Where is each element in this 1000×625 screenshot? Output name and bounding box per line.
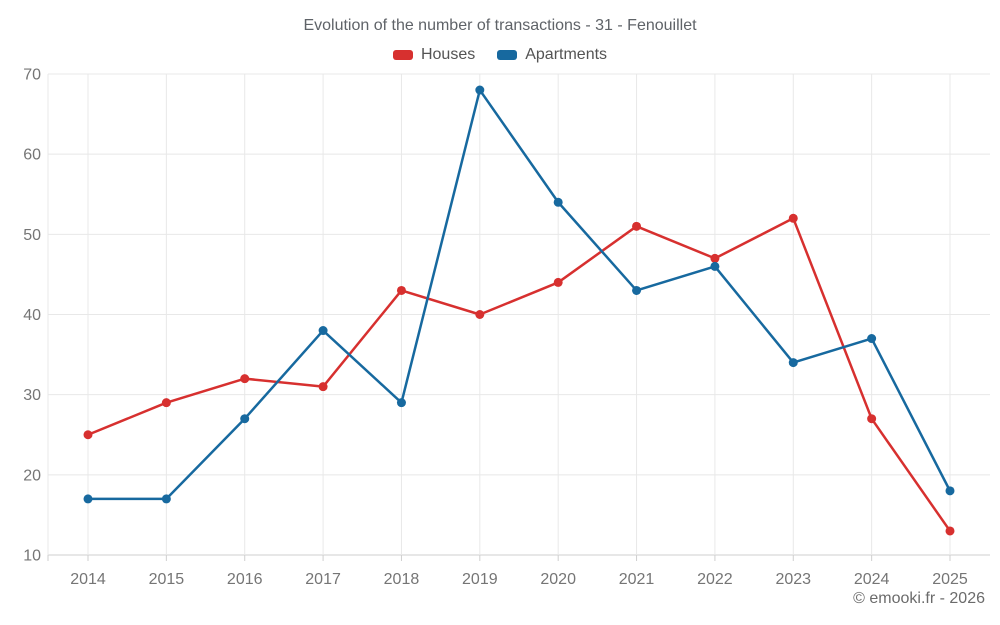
apartments-point-2024[interactable] [867, 334, 877, 344]
x-tick-label: 2023 [775, 571, 811, 588]
houses-legend-label: Houses [420, 46, 476, 63]
houses-legend-swatch-icon [392, 50, 413, 60]
houses-line [86, 217, 952, 533]
x-tick-label: 2022 [697, 571, 733, 588]
apartments-point-2014[interactable] [83, 494, 93, 504]
houses-point-2019[interactable] [475, 310, 485, 319]
apartments-line [86, 88, 952, 501]
y-tick-label: 60 [23, 147, 41, 164]
apartments-point-2020[interactable] [553, 197, 563, 207]
apartments-point-2019[interactable] [475, 85, 485, 95]
apartments-point-2015[interactable] [161, 494, 171, 504]
x-tick-label: 2014 [70, 571, 106, 588]
chart-title: Evolution of the number of transactions … [303, 17, 697, 34]
x-tick-label: 2019 [462, 571, 498, 588]
houses-point-2023[interactable] [788, 213, 798, 223]
y-tick-label: 30 [23, 387, 41, 404]
apartments-point-2016[interactable] [240, 414, 250, 424]
houses-point-2015[interactable] [161, 398, 171, 408]
x-tick-label: 2018 [384, 571, 420, 588]
y-tick-label: 40 [23, 307, 41, 324]
y-tick-label: 70 [23, 67, 41, 84]
houses-point-2022[interactable] [710, 253, 720, 263]
houses-point-2020[interactable] [553, 277, 563, 287]
legend-item-apartments[interactable]: Apartments [497, 46, 607, 64]
x-tick-label: 2015 [149, 571, 185, 588]
apartments-point-2021[interactable] [632, 285, 642, 295]
houses-point-2018[interactable] [396, 285, 406, 295]
apartments-legend-label: Apartments [525, 46, 608, 63]
y-tick-label: 50 [23, 227, 41, 244]
x-tick-label: 2016 [227, 571, 263, 588]
apartments-point-2025[interactable] [945, 486, 955, 496]
copyright-credit: © emooki.fr - 2026 [853, 590, 985, 607]
legend-item-houses[interactable]: Houses [392, 46, 476, 64]
x-tick-label: 2021 [619, 571, 655, 588]
y-tick-label: 10 [23, 548, 41, 565]
x-tick-label: 2024 [854, 571, 890, 588]
apartments-legend-swatch-icon [497, 50, 518, 60]
houses-point-2025[interactable] [945, 526, 955, 536]
houses-point-2014[interactable] [83, 430, 93, 440]
apartments-point-2017[interactable] [318, 326, 328, 336]
y-tick-label: 20 [23, 467, 41, 484]
houses-point-2024[interactable] [867, 414, 877, 424]
houses-point-2017[interactable] [318, 382, 328, 392]
chart-legend: Houses Apartments [0, 46, 1000, 64]
houses-point-2021[interactable] [632, 221, 642, 231]
x-tick-label: 2025 [932, 571, 968, 588]
x-tick-label: 2020 [540, 571, 576, 588]
x-tick-label: 2017 [305, 571, 341, 588]
apartments-point-2022[interactable] [710, 261, 720, 271]
apartments-point-2023[interactable] [788, 358, 798, 368]
apartments-point-2018[interactable] [396, 398, 406, 408]
houses-point-2016[interactable] [240, 374, 250, 384]
